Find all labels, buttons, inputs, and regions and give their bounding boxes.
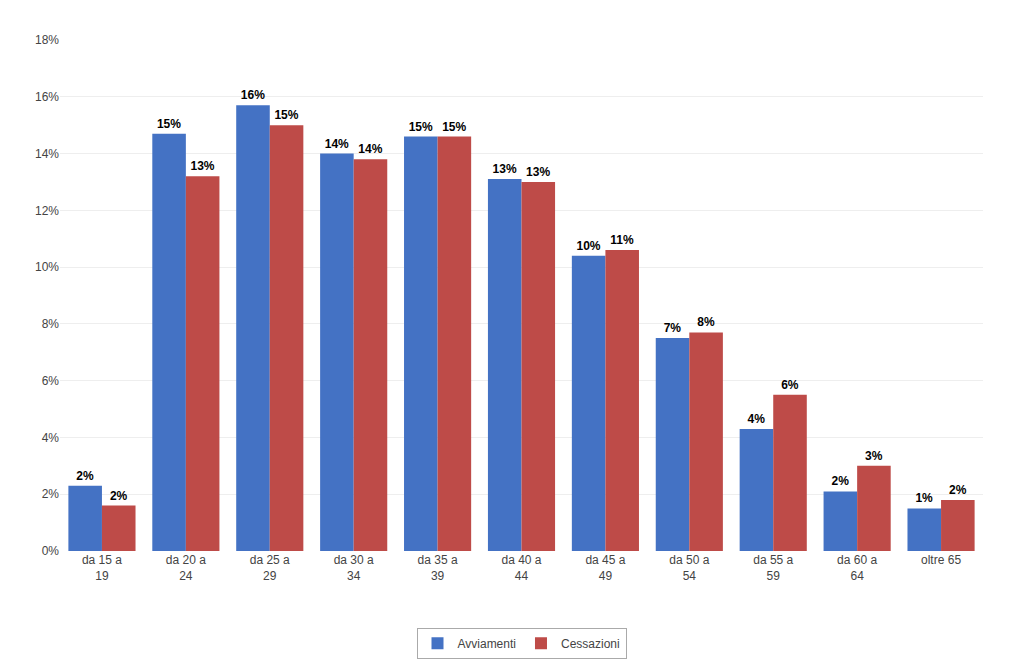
svg-text:6%: 6% — [42, 374, 60, 388]
svg-text:14%: 14% — [325, 137, 349, 151]
svg-text:da 45 a49: da 45 a49 — [585, 553, 625, 583]
svg-text:10%: 10% — [35, 260, 59, 274]
svg-text:15%: 15% — [157, 117, 181, 131]
svg-text:da 60 a64: da 60 a64 — [837, 553, 877, 583]
svg-text:2%: 2% — [42, 487, 60, 501]
svg-text:da 30 a34: da 30 a34 — [334, 553, 374, 583]
svg-text:3%: 3% — [865, 449, 883, 463]
svg-text:0%: 0% — [42, 544, 60, 558]
svg-text:7%: 7% — [664, 321, 682, 335]
svg-text:16%: 16% — [241, 88, 265, 102]
svg-text:6%: 6% — [781, 378, 799, 392]
svg-text:15%: 15% — [274, 108, 298, 122]
svg-text:4%: 4% — [748, 412, 766, 426]
svg-text:Avviamenti: Avviamenti — [458, 637, 516, 651]
svg-text:15%: 15% — [442, 120, 466, 134]
svg-text:16%: 16% — [35, 90, 59, 104]
svg-text:da 15 a19: da 15 a19 — [82, 553, 122, 583]
svg-text:13%: 13% — [493, 162, 517, 176]
svg-text:da 35 a39: da 35 a39 — [418, 553, 458, 583]
svg-text:14%: 14% — [35, 147, 59, 161]
svg-text:da 40 a44: da 40 a44 — [501, 553, 541, 583]
svg-text:1%: 1% — [915, 491, 933, 505]
svg-text:18%: 18% — [35, 33, 59, 47]
svg-text:12%: 12% — [35, 204, 59, 218]
svg-text:2%: 2% — [76, 469, 94, 483]
svg-text:da 20 a24: da 20 a24 — [166, 553, 206, 583]
svg-text:da 50 a54: da 50 a54 — [669, 553, 709, 583]
svg-text:da 25 a29: da 25 a29 — [250, 553, 290, 583]
svg-text:15%: 15% — [409, 120, 433, 134]
svg-text:8%: 8% — [697, 315, 715, 329]
svg-text:2%: 2% — [832, 474, 850, 488]
svg-text:2%: 2% — [110, 489, 128, 503]
svg-text:4%: 4% — [42, 431, 60, 445]
svg-text:13%: 13% — [526, 165, 550, 179]
svg-text:10%: 10% — [576, 239, 600, 253]
svg-text:11%: 11% — [610, 233, 634, 247]
svg-text:8%: 8% — [42, 317, 60, 331]
svg-text:2%: 2% — [949, 483, 967, 497]
svg-text:13%: 13% — [190, 159, 214, 173]
svg-text:Cessazioni: Cessazioni — [561, 637, 620, 651]
svg-text:14%: 14% — [358, 142, 382, 156]
svg-text:da 55 a59: da 55 a59 — [753, 553, 793, 583]
svg-text:oltre 65: oltre 65 — [921, 553, 961, 567]
